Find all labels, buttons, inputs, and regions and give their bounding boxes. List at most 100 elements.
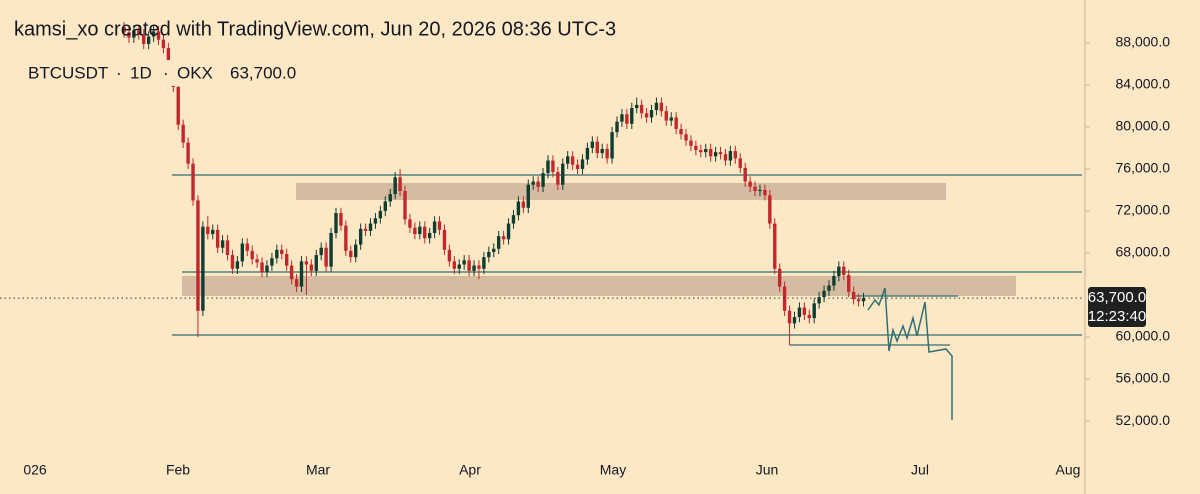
candle-body bbox=[635, 104, 639, 108]
candle-body bbox=[758, 189, 762, 191]
candle-body bbox=[127, 32, 131, 38]
candle-body bbox=[847, 275, 851, 292]
candle-body bbox=[674, 117, 678, 130]
candle-body bbox=[363, 228, 368, 231]
candle-body bbox=[501, 236, 506, 240]
candle-body bbox=[255, 259, 259, 263]
candle-body bbox=[516, 201, 521, 216]
candle-body bbox=[230, 255, 235, 269]
candle-body bbox=[467, 260, 471, 271]
candle-body bbox=[151, 31, 156, 37]
candle-body bbox=[442, 229, 447, 250]
candle-body bbox=[334, 213, 338, 234]
candle-body bbox=[398, 177, 402, 191]
price-tag-bg bbox=[1088, 287, 1146, 327]
candle-body bbox=[284, 254, 289, 266]
candle-body bbox=[659, 102, 664, 112]
legend-interval: 1D bbox=[130, 63, 152, 82]
candle-body bbox=[782, 286, 787, 311]
y-tick-label: 56,000.0 bbox=[1116, 370, 1171, 386]
candle-body bbox=[684, 134, 688, 141]
candle-body bbox=[861, 298, 866, 302]
candle-body bbox=[319, 247, 323, 256]
candle-body bbox=[156, 31, 161, 40]
candle-body bbox=[452, 261, 457, 269]
candle-body bbox=[748, 181, 752, 187]
candle-body bbox=[753, 186, 757, 191]
candle-body bbox=[314, 255, 318, 271]
y-tick-label: 80,000.0 bbox=[1116, 118, 1171, 134]
candle-body bbox=[344, 225, 348, 251]
candle-body bbox=[610, 132, 614, 159]
candle-body bbox=[418, 226, 422, 235]
candle-body bbox=[304, 261, 309, 265]
candle-body bbox=[669, 117, 673, 121]
header-text: kamsi_xo created with TradingView.com, J… bbox=[14, 18, 616, 40]
candle-body bbox=[585, 147, 590, 160]
candle-body bbox=[265, 265, 269, 272]
candle-body bbox=[812, 303, 816, 319]
candle-body bbox=[492, 248, 496, 252]
candle-body bbox=[245, 243, 249, 251]
candle-body bbox=[792, 317, 797, 324]
candle-body bbox=[186, 142, 190, 164]
candle-body bbox=[679, 129, 683, 135]
candle-body bbox=[211, 229, 215, 235]
candle-body bbox=[378, 210, 383, 219]
candle-body bbox=[349, 250, 353, 258]
y-tick-label: 72,000.0 bbox=[1116, 202, 1171, 218]
x-tick-label: Aug bbox=[1056, 462, 1081, 478]
candle-body bbox=[225, 240, 230, 256]
candle-body bbox=[437, 221, 442, 230]
candle-body bbox=[201, 226, 205, 311]
price-tag-value: 63,700.0 bbox=[1088, 289, 1146, 306]
candle-body bbox=[294, 279, 299, 287]
candle-body bbox=[541, 173, 545, 187]
legend-exchange: OKX bbox=[177, 63, 213, 82]
legend-sep: · bbox=[163, 63, 169, 82]
candle-body bbox=[132, 30, 136, 38]
legend-symbol: BTCUSDT bbox=[28, 63, 108, 82]
candle-body bbox=[723, 154, 728, 161]
candle-body bbox=[639, 104, 644, 114]
candle-body bbox=[773, 223, 777, 269]
candle-body bbox=[704, 148, 708, 153]
candle-body bbox=[600, 148, 604, 154]
candle-body bbox=[383, 201, 387, 211]
candle-body bbox=[137, 30, 141, 35]
x-tick-label: 026 bbox=[23, 462, 47, 478]
candle-body bbox=[526, 184, 530, 208]
candle-body bbox=[413, 227, 417, 235]
candle-body bbox=[403, 190, 407, 220]
candle-body bbox=[487, 251, 491, 258]
candle-body bbox=[728, 151, 733, 161]
candle-body bbox=[270, 258, 274, 266]
candle-body bbox=[181, 124, 185, 143]
candle-body bbox=[206, 226, 210, 235]
candle-body bbox=[590, 141, 595, 148]
candle-body bbox=[358, 228, 363, 245]
candle-body bbox=[191, 163, 195, 201]
candle-body bbox=[432, 221, 437, 234]
candle-body bbox=[531, 181, 535, 185]
candle-body bbox=[802, 307, 807, 315]
price-tag-countdown: 12:23:40 bbox=[1088, 308, 1146, 325]
candle-body bbox=[822, 290, 826, 298]
candle-body bbox=[477, 265, 481, 269]
candle-body bbox=[511, 215, 516, 224]
candle-body bbox=[309, 264, 314, 271]
candle-body bbox=[289, 265, 294, 280]
candle-body bbox=[708, 148, 713, 157]
candle-body bbox=[664, 111, 668, 121]
candle-body bbox=[260, 262, 264, 272]
candle-body bbox=[551, 160, 555, 173]
candle-body bbox=[506, 223, 511, 240]
candle-body bbox=[393, 177, 397, 195]
candle-body bbox=[324, 247, 328, 267]
candle-body bbox=[713, 152, 718, 157]
candle-body bbox=[373, 218, 378, 224]
candle-body bbox=[161, 39, 166, 49]
candle-body bbox=[521, 201, 526, 208]
zone-upper bbox=[296, 183, 946, 200]
candle-body bbox=[299, 261, 304, 287]
